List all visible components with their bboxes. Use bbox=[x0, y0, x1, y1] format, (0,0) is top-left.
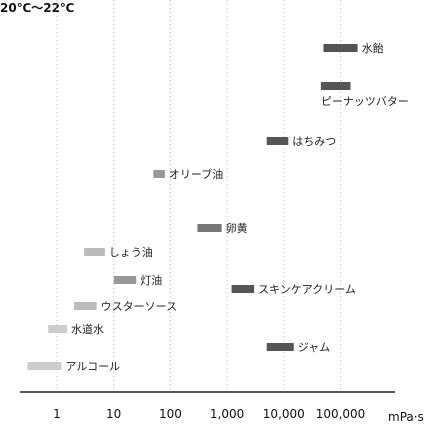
x-tick-label: 100 bbox=[159, 407, 182, 421]
range-bar bbox=[48, 325, 67, 333]
range-bar bbox=[266, 137, 289, 145]
item-label: ウスターソース bbox=[101, 300, 177, 313]
range-bar bbox=[266, 343, 294, 351]
range-bar bbox=[153, 170, 165, 178]
x-tick-label: 1 bbox=[53, 407, 61, 421]
range-bar bbox=[320, 82, 351, 90]
item-label: はちみつ bbox=[292, 135, 336, 148]
item-label: ジャム bbox=[298, 341, 330, 354]
item-label: オリーブ油 bbox=[169, 167, 223, 181]
range-bar bbox=[27, 362, 62, 370]
x-tick-label: 100,000 bbox=[316, 407, 366, 421]
item-label: ピーナッツバター bbox=[321, 95, 409, 108]
x-axis-ticks: 1 10 100 1,000 10,000 100,000 bbox=[53, 407, 365, 421]
x-tick-label: 1,000 bbox=[210, 407, 244, 421]
range-bar bbox=[84, 248, 105, 256]
item-label: しょう油 bbox=[109, 245, 153, 259]
range-bar bbox=[197, 224, 222, 232]
grid-lines bbox=[56, 0, 341, 392]
range-bars: 水飴ピーナッツバターはちみつオリーブ油卵黄しょう油灯油スキンケアクリームウスター… bbox=[27, 41, 409, 373]
range-bar bbox=[74, 302, 97, 310]
item-label: スキンケアクリーム bbox=[258, 283, 356, 296]
x-axis-unit: mPa·s bbox=[388, 410, 424, 424]
range-bar bbox=[113, 276, 137, 284]
item-label: 水道水 bbox=[71, 322, 104, 336]
item-label: 灯油 bbox=[140, 273, 162, 287]
item-label: アルコール bbox=[65, 360, 120, 373]
item-label: 卵黄 bbox=[226, 221, 248, 235]
range-bar bbox=[323, 44, 358, 52]
temperature-label: 20℃～22℃ bbox=[0, 1, 75, 15]
item-label: 水飴 bbox=[362, 41, 384, 55]
x-tick-label: 10,000 bbox=[263, 407, 305, 421]
x-tick-label: 10 bbox=[106, 407, 121, 421]
range-bar bbox=[231, 285, 255, 293]
